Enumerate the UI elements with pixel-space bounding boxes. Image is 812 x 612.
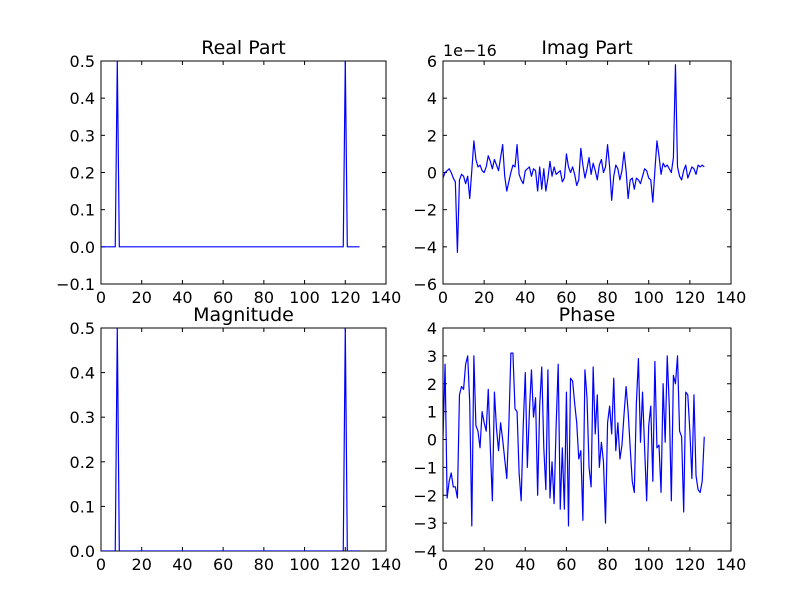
y-tick-label: −6	[413, 275, 437, 294]
x-tick-label: 0	[438, 288, 448, 307]
x-tick-label: 140	[371, 288, 402, 307]
subplot-3: 0 20 40 60 80 100 120 140 0.0 0.1 0.2 0.3 0.4 0.5 Magn…	[70, 304, 402, 574]
y-tick-label: 0	[427, 164, 437, 183]
y-tick-label: 0.4	[70, 364, 95, 383]
axes-frame	[100, 60, 387, 285]
y-tick-label: −4	[413, 542, 437, 561]
chart-title: Phase	[559, 304, 616, 326]
x-tick-label: 0	[438, 555, 448, 574]
chart-title: Magnitude	[193, 304, 294, 326]
x-tick-label: 140	[716, 555, 747, 574]
series-line-1	[101, 328, 360, 551]
x-tick-label: 0	[96, 288, 106, 307]
x-tick-label: 140	[371, 555, 402, 574]
x-tick-label: 40	[172, 288, 192, 307]
y-tick-label: 2	[427, 126, 437, 145]
x-tick-label: 20	[474, 555, 494, 574]
y-tick-label: 0	[427, 431, 437, 450]
axes-frame	[442, 60, 732, 285]
y-tick-label: 4	[427, 319, 437, 338]
y-tick-label: −2	[413, 201, 437, 220]
y-tick-label: 0.4	[70, 89, 95, 108]
y-tick-label: 0.3	[70, 408, 95, 427]
x-tick-label: 60	[556, 555, 576, 574]
y-tick-label: 0.0	[70, 542, 95, 561]
x-tick-label: 120	[330, 288, 361, 307]
y-tick-label: 0.5	[70, 319, 95, 338]
x-tick-label: 80	[254, 555, 274, 574]
series-line-1	[443, 352, 705, 527]
y-tick-label: −3	[413, 514, 437, 533]
x-tick-label: 120	[330, 555, 361, 574]
x-tick-label: 60	[213, 555, 233, 574]
series-line-1	[101, 61, 360, 248]
subplot-4: 0 20 40 60 80 100 120 140 −4 −3 −2 −1 0 1 2 3 4 Phase	[413, 304, 746, 574]
y-tick-label: −4	[413, 238, 437, 257]
subplot-1: 0 20 40 60 80 100 120 140 −0.1 0.0 0.1 0.2 0.3 0.4 0.5…	[56, 37, 401, 307]
x-tick-label: 40	[515, 555, 535, 574]
offset-text: 1e−16	[443, 41, 497, 60]
chart-title: Real Part	[201, 37, 286, 59]
x-tick-label: 140	[716, 288, 747, 307]
y-tick-label: 4	[427, 89, 437, 108]
x-tick-label: 120	[675, 555, 706, 574]
series-line-1	[443, 64, 705, 254]
x-tick-label: 120	[675, 288, 706, 307]
y-tick-label: 0.1	[70, 201, 95, 220]
y-tick-label: 2	[427, 375, 437, 394]
x-tick-label: 40	[172, 555, 192, 574]
y-tick-label: −1	[413, 458, 437, 477]
axes-frame	[100, 327, 387, 552]
x-tick-label: 20	[474, 288, 494, 307]
y-tick-label: −0.1	[56, 275, 95, 294]
subplot-2: 0 20 40 60 80 100 120 140 −6 −4 −2 0 2 4 6 1e−16 Imag Pa…	[413, 37, 746, 307]
y-tick-label: 0.0	[70, 238, 95, 257]
x-tick-label: 80	[597, 288, 617, 307]
chart-title: Imag Part	[541, 37, 632, 59]
x-tick-label: 100	[633, 555, 664, 574]
x-tick-label: 60	[556, 288, 576, 307]
y-tick-label: 1	[427, 403, 437, 422]
y-tick-label: 0.1	[70, 497, 95, 516]
y-tick-label: −2	[413, 486, 437, 505]
x-tick-label: 60	[213, 288, 233, 307]
x-tick-label: 40	[515, 288, 535, 307]
y-tick-label: 0.5	[70, 52, 95, 71]
x-tick-label: 80	[254, 288, 274, 307]
y-tick-label: 0.3	[70, 126, 95, 145]
x-tick-label: 20	[132, 288, 152, 307]
x-tick-label: 100	[289, 555, 320, 574]
x-tick-label: 20	[132, 555, 152, 574]
x-tick-label: 0	[96, 555, 106, 574]
y-tick-label: 6	[427, 52, 437, 71]
x-tick-label: 100	[633, 288, 664, 307]
x-tick-label: 80	[597, 555, 617, 574]
y-tick-label: 0.2	[70, 453, 95, 472]
x-tick-label: 100	[289, 288, 320, 307]
y-tick-label: 0.2	[70, 164, 95, 183]
y-tick-label: 3	[427, 347, 437, 366]
axes-frame	[442, 327, 732, 552]
